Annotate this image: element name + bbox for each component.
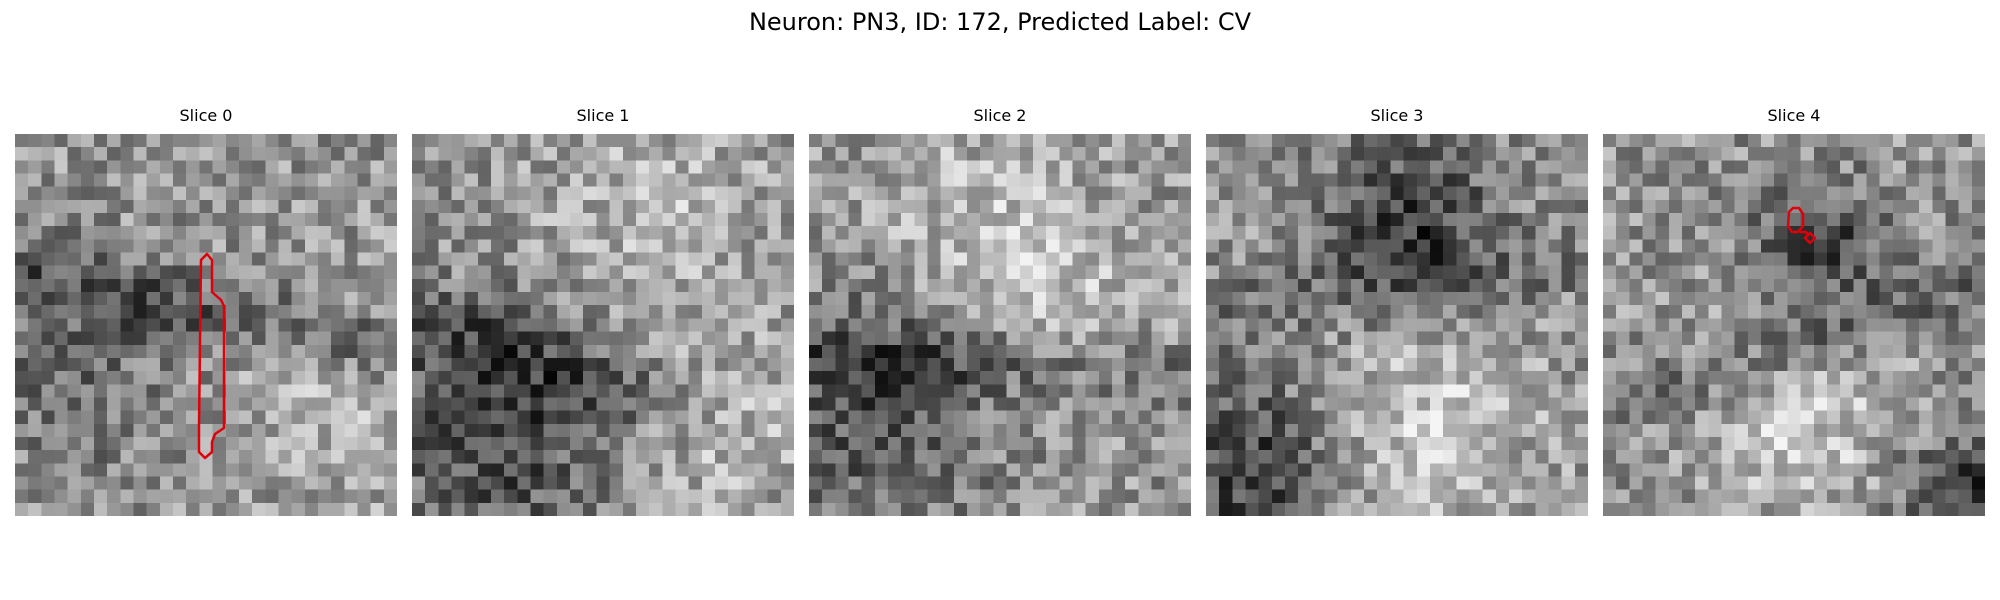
contour-overlay-4 <box>1786 206 1817 245</box>
slice-title-0: Slice 0 <box>179 106 233 125</box>
slice-panel-2: Slice 2 <box>809 106 1191 516</box>
slice-image-3 <box>1206 134 1588 516</box>
slice-title-2: Slice 2 <box>973 106 1027 125</box>
roi-contour-4a <box>1786 206 1805 234</box>
noise-texture-4 <box>1603 134 1985 516</box>
roi-contour-0 <box>197 252 226 460</box>
slice-panel-0: Slice 0 <box>15 106 397 516</box>
slice-image-2 <box>809 134 1191 516</box>
noise-texture-3 <box>1206 134 1588 516</box>
slice-image-1 <box>412 134 794 516</box>
noise-texture-2 <box>809 134 1191 516</box>
figure-title: Neuron: PN3, ID: 172, Predicted Label: C… <box>748 8 1252 36</box>
slice-title-4: Slice 4 <box>1767 106 1821 125</box>
slice-panel-1: Slice 1 <box>412 106 794 516</box>
slice-title-1: Slice 1 <box>576 106 630 125</box>
slice-image-0 <box>15 134 397 516</box>
slice-image-4 <box>1603 134 1985 516</box>
roi-contour-4c <box>1803 231 1817 245</box>
slice-title-3: Slice 3 <box>1370 106 1424 125</box>
slice-panel-3: Slice 3 <box>1206 106 1588 516</box>
slice-panel-4: Slice 4 <box>1603 106 1985 516</box>
noise-texture-0 <box>15 134 397 516</box>
noise-texture-1 <box>412 134 794 516</box>
contour-overlay-0 <box>197 252 226 460</box>
